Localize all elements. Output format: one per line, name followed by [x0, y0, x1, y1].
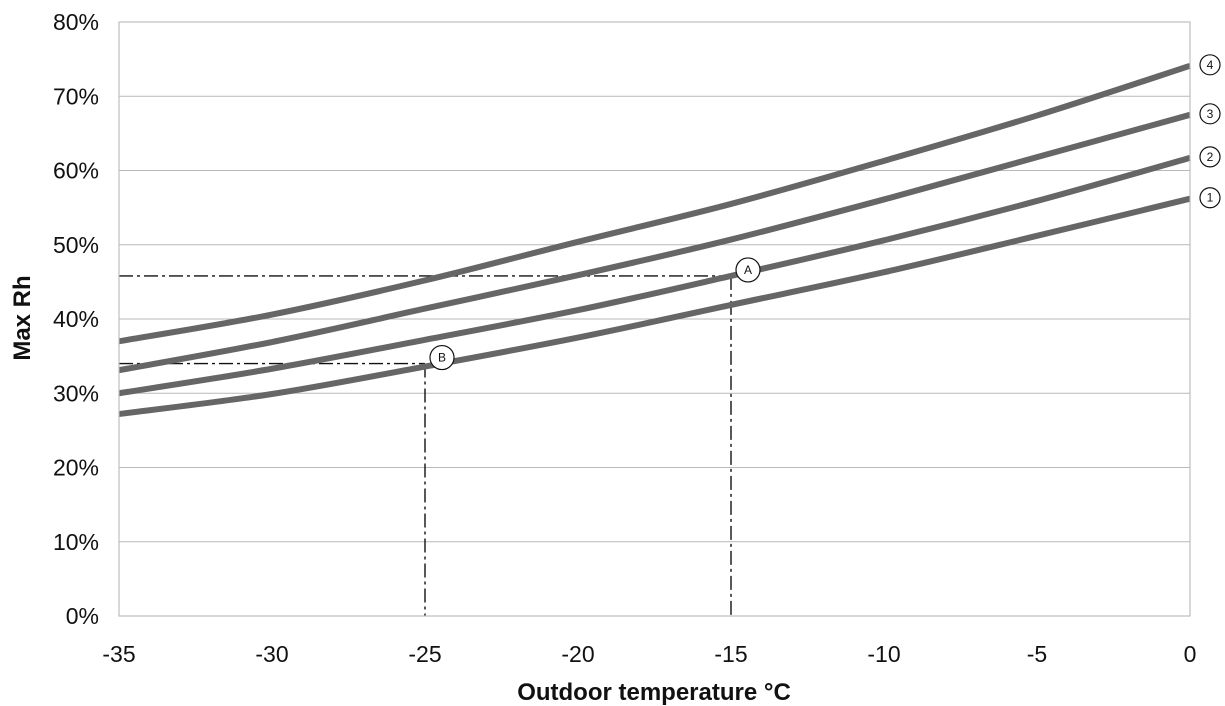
- series-label: 1: [1207, 191, 1214, 205]
- series-line: [118, 154, 1191, 397]
- y-tick-label: 60%: [53, 158, 99, 184]
- x-tick-label: 0: [1184, 641, 1197, 667]
- y-axis-title: Max Rh: [9, 275, 36, 360]
- series-line: [118, 195, 1191, 418]
- y-tick-label: 70%: [53, 83, 99, 109]
- x-tick-label: -10: [867, 641, 900, 667]
- x-axis-title: Outdoor temperature °C: [517, 679, 791, 706]
- series-labels: 1 2 3 4: [1199, 54, 1221, 209]
- x-tick-label: -15: [714, 641, 747, 667]
- plot-frame: [118, 21, 1191, 617]
- y-tick-label: 20%: [53, 455, 99, 481]
- series-label: 2: [1207, 150, 1214, 164]
- x-tick-label: -20: [561, 641, 594, 667]
- y-tick-label: 40%: [53, 306, 99, 332]
- grid-lines: [119, 95, 1190, 543]
- reference-markers: AB: [429, 257, 761, 371]
- reference-point-label: B: [438, 351, 446, 365]
- series-line: [118, 62, 1191, 345]
- y-tick-label: 50%: [53, 232, 99, 258]
- x-tick-label: -35: [102, 641, 135, 667]
- y-tick-label: 10%: [53, 529, 99, 555]
- reference-point-label: A: [744, 263, 752, 277]
- series-label: 4: [1207, 58, 1214, 72]
- x-tick-label: -25: [408, 641, 441, 667]
- y-tick-labels: 0% 10% 20% 30% 40% 50% 60% 70% 80%: [53, 9, 99, 629]
- series-label: 3: [1207, 107, 1214, 121]
- plot-border: [118, 21, 1191, 617]
- y-tick-label: 30%: [53, 380, 99, 406]
- series-marker-circle: [1199, 187, 1221, 209]
- series-marker-circle: [1199, 54, 1221, 76]
- y-tick-label: 0%: [66, 603, 99, 629]
- series-lines: [118, 62, 1191, 418]
- x-tick-labels: -35 -30 -25 -20 -15 -10 -5 0: [102, 641, 1196, 667]
- y-tick-label: 80%: [53, 9, 99, 35]
- reference-point-circle: [735, 257, 761, 283]
- x-tick-label: -30: [255, 641, 288, 667]
- series-marker-circle: [1199, 103, 1221, 125]
- reference-point-circle: [429, 344, 455, 371]
- series-marker-circle: [1199, 146, 1221, 168]
- series-line: [118, 111, 1191, 374]
- x-tick-label: -5: [1027, 641, 1047, 667]
